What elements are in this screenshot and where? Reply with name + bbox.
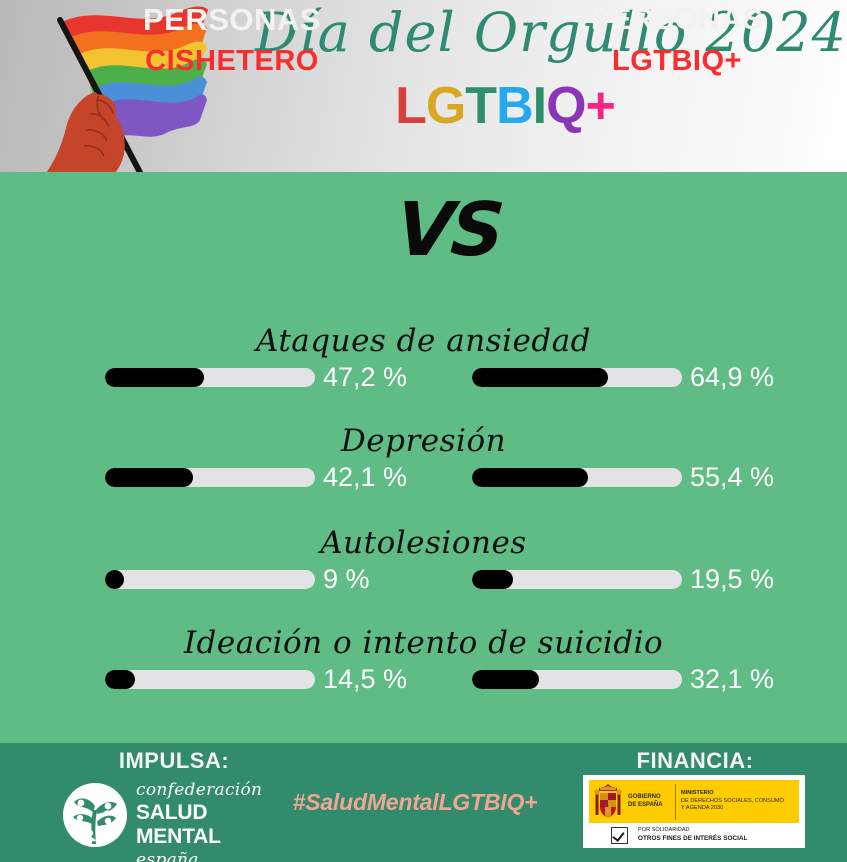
bar-track [105,368,315,387]
bar-fill [472,368,609,387]
gobierno-espana-logo: GOBIERNO DE ESPAÑA MINISTERIO DE DERECHO… [583,775,805,848]
metric-label: Ataques de ansiedad [255,323,592,359]
impulsa-caption: IMPULSA: [118,748,230,773]
salud-mental-logo: confederación SALUD MENTAL españa [62,780,282,862]
financia-caption: FINANCIA: [636,748,754,773]
bar-value-label: 14,5 % [323,664,408,694]
logo-line-espana: españa [136,850,199,862]
checkbox-checked-icon [611,826,628,844]
metric-row: Autolesiones 9 % 19,5 % [0,524,847,604]
gov-logo-bottom: POR SOLIDARIDAD OTROS FINES DE INTERÉS S… [589,825,799,845]
page-title: Día del Orgullo 2024 [255,1,847,64]
bar-value-label: 42,1 % [323,462,408,492]
gov-logo-top: GOBIERNO DE ESPAÑA MINISTERIO DE DERECHO… [589,780,799,823]
column-header-lgtbiq: PERSONAS LGTBIQ+ [527,0,827,82]
bar-track [105,670,315,689]
salud-mental-wordmark: confederación SALUD MENTAL españa [136,780,282,862]
metric-label: Ideación o intento de suicidio [183,625,664,661]
acronym-letter-l: L [395,77,427,135]
ministerio-line2: DE DERECHOS SOCIALES, CONSUMO [681,797,784,804]
lgtbiq-line1: PERSONAS [590,3,764,36]
bar-track [472,670,682,689]
body-background [0,172,847,743]
bar-track [472,368,682,387]
cishetero-line2: CISHETERO [145,45,319,77]
logo-line-salud-mental: SALUD MENTAL [136,801,221,848]
bar-value-label: 19,5 % [690,564,775,594]
bar-fill [472,670,540,689]
gov-line2: DE ESPAÑA [628,801,663,808]
cishetero-line1: PERSONAS [143,2,321,37]
bar-track [472,570,682,589]
versus-mark: VS [393,187,505,273]
ministerio-text: MINISTERIO DE DERECHOS SOCIALES, CONSUMO… [681,790,784,812]
acronym-letter-i: I [532,77,547,135]
bar-value-label: 64,9 % [690,362,775,392]
metric-label: Depresión [340,423,507,459]
bar-fill [472,570,513,589]
metric-bars: 14,5 % 32,1 % [0,662,847,704]
bar-fill [105,570,124,589]
bar-fill [105,670,136,689]
bar-track [105,468,315,487]
bar-value-label: 9 % [323,564,370,594]
acronym-letter-b: B [496,77,534,135]
metric-row: Ataques de ansiedad 47,2 % 64,9 % [0,322,847,402]
ministerio-line3: Y AGENDA 2030 [681,805,724,812]
solidaridad-text: POR SOLIDARIDAD OTROS FINES DE INTERÉS S… [638,827,747,842]
lgtbiq-line2: LGTBIQ+ [612,45,742,77]
bar-value-label: 47,2 % [323,362,408,392]
acronym-letter-t: T [465,77,497,135]
campaign-hashtag: #SaludMentalLGTBIQ+ [292,789,538,815]
column-header-cishetero: PERSONAS CISHETERO [82,0,382,82]
lgtbiq-acronym: LGTBIQ+ [255,78,755,134]
acronym-letter-+: + [585,77,616,135]
bar-track [472,468,682,487]
solidaridad-line2: OTROS FINES DE INTERÉS SOCIAL [638,835,748,842]
gov-line1: GOBIERNO [628,794,661,800]
acronym-letter-g: G [425,77,466,135]
bar-fill [105,468,194,487]
metric-bars: 42,1 % 55,4 % [0,460,847,502]
logo-line-confederacion: confederación [136,780,263,800]
spain-coat-of-arms-icon [594,783,622,818]
metric-bars: 47,2 % 64,9 % [0,360,847,402]
solidaridad-line1: POR SOLIDARIDAD [638,827,690,834]
bar-value-label: 32,1 % [690,664,775,694]
bar-value-label: 55,4 % [690,462,775,492]
bar-track [105,570,315,589]
bar-fill [105,368,205,387]
acronym-letter-q: Q [546,77,586,135]
bar-fill [472,468,589,487]
salud-mental-tree-circle-icon [63,783,127,847]
gov-espana-text: GOBIERNO DE ESPAÑA [628,794,670,809]
ministerio-line1: MINISTERIO [681,790,714,797]
metric-row: Ideación o intento de suicidio 14,5 % 32,1… [0,624,847,704]
metric-bars: 9 % 19,5 % [0,562,847,604]
gov-divider [675,783,676,820]
metric-label: Autolesiones [320,525,527,561]
metric-row: Depresión 42,1 % 55,4 % [0,422,847,502]
